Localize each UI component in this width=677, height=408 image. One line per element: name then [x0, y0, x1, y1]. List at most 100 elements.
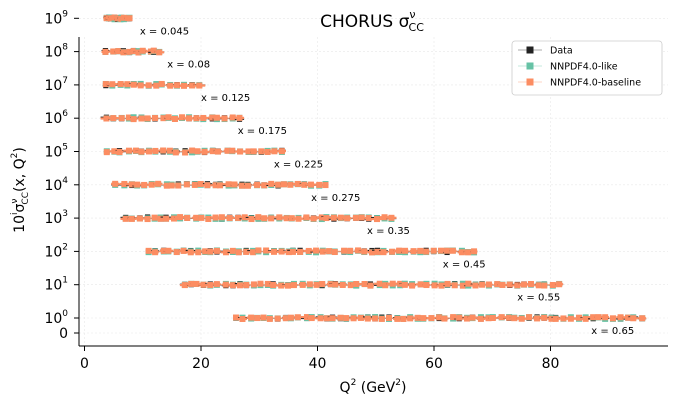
- nnpdf-baseline-point: [231, 181, 238, 188]
- nnpdf-baseline-point: [261, 182, 268, 189]
- nnpdf-baseline-point: [280, 181, 287, 188]
- nnpdf-baseline-point: [205, 215, 212, 222]
- nnpdf-baseline-point: [248, 314, 255, 321]
- nnpdf-baseline-point: [464, 315, 471, 322]
- x-bin-label: x = 0.275: [311, 193, 360, 204]
- nnpdf-baseline-point: [288, 215, 295, 222]
- nnpdf-baseline-point: [268, 215, 275, 222]
- nnpdf-baseline-point: [135, 49, 142, 56]
- nnpdf-baseline-point: [477, 315, 484, 322]
- x-bin-series: [233, 314, 647, 322]
- nnpdf-baseline-point: [306, 281, 313, 288]
- nnpdf-baseline-point: [469, 314, 476, 321]
- nnpdf-baseline-point: [145, 148, 152, 155]
- legend-label-nnpdf-baseline: NNPDF4.0-baseline: [550, 78, 641, 89]
- nnpdf-baseline-point: [303, 214, 310, 221]
- nnpdf-baseline-point: [396, 247, 403, 254]
- nnpdf-baseline-point: [630, 315, 637, 322]
- nnpdf-baseline-point: [319, 248, 326, 255]
- nnpdf-baseline-point: [297, 248, 304, 255]
- nnpdf-baseline-point: [141, 181, 148, 188]
- nnpdf-baseline-point: [181, 282, 188, 289]
- nnpdf-baseline-point: [102, 48, 109, 55]
- legend: Data NNPDF4.0-like NNPDF4.0-baseline: [511, 40, 663, 96]
- nnpdf-baseline-point: [423, 282, 430, 289]
- legend-marker-nnpdf-like: [526, 62, 534, 70]
- nnpdf-baseline-point: [110, 115, 117, 122]
- nnpdf-baseline-point: [103, 149, 110, 156]
- nnpdf-baseline-point: [181, 82, 188, 89]
- nnpdf-baseline-point: [264, 280, 271, 287]
- nnpdf-baseline-point: [625, 314, 632, 321]
- nnpdf-baseline-point: [230, 282, 237, 289]
- nnpdf-baseline-point: [200, 114, 207, 121]
- nnpdf-baseline-point: [444, 247, 451, 254]
- nnpdf-baseline-point: [207, 282, 214, 289]
- x-bin-series: [103, 14, 133, 23]
- nnpdf-baseline-point: [111, 148, 118, 155]
- legend-marker-data: [526, 46, 534, 54]
- nnpdf-baseline-point: [255, 214, 262, 221]
- nnpdf-baseline-point: [271, 148, 278, 155]
- nnpdf-baseline-point: [518, 315, 525, 322]
- nnpdf-baseline-point: [528, 281, 535, 288]
- nnpdf-baseline-point: [270, 282, 277, 289]
- x-bin-series: [179, 280, 564, 289]
- nnpdf-baseline-point: [225, 181, 232, 188]
- nnpdf-baseline-point: [332, 281, 339, 288]
- nnpdf-baseline-point: [201, 148, 208, 155]
- nnpdf-baseline-point: [250, 148, 257, 155]
- nnpdf-baseline-point: [158, 80, 165, 87]
- nnpdf-baseline-point: [120, 49, 127, 56]
- y-tick-label: 105: [44, 143, 68, 161]
- nnpdf-baseline-point: [459, 282, 466, 289]
- nnpdf-baseline-point: [541, 282, 548, 289]
- nnpdf-baseline-point: [236, 114, 243, 121]
- nnpdf-baseline-point: [254, 315, 261, 322]
- x-bin-label: x = 0.175: [238, 126, 287, 137]
- nnpdf-baseline-point: [120, 14, 127, 21]
- x-bin-series: [100, 114, 245, 123]
- legend-item-data: Data: [518, 46, 573, 57]
- x-bin-label: x = 0.225: [274, 160, 323, 171]
- nnpdf-baseline-point: [241, 214, 248, 221]
- nnpdf-baseline-point: [117, 81, 124, 88]
- nnpdf-baseline-point: [221, 115, 228, 122]
- nnpdf-baseline-point: [207, 248, 214, 255]
- nnpdf-baseline-point: [264, 148, 271, 155]
- nnpdf-baseline-point: [121, 180, 128, 187]
- nnpdf-baseline-point: [299, 281, 306, 288]
- nnpdf-baseline-point: [175, 182, 182, 189]
- nnpdf-baseline-point: [173, 249, 180, 256]
- nnpdf-baseline-point: [229, 114, 236, 121]
- x-bin-series: [111, 180, 329, 189]
- nnpdf-baseline-point: [394, 315, 401, 322]
- nnpdf-baseline-point: [329, 315, 336, 322]
- nnpdf-baseline-point: [235, 214, 242, 221]
- nnpdf-baseline-point: [134, 181, 141, 188]
- nnpdf-baseline-point: [451, 282, 458, 289]
- nnpdf-baseline-point: [258, 148, 265, 155]
- nnpdf-baseline-point: [212, 214, 219, 221]
- nnpdf-baseline-point: [423, 248, 430, 255]
- nnpdf-baseline-point: [193, 280, 200, 287]
- grid: [79, 17, 668, 346]
- nnpdf-baseline-point: [595, 314, 602, 321]
- nnpdf-baseline-point: [282, 315, 289, 322]
- nnpdf-baseline-point: [560, 315, 567, 322]
- nnpdf-baseline-point: [382, 282, 389, 289]
- nnpdf-baseline-point: [471, 248, 478, 255]
- legend-box: [511, 40, 663, 96]
- nnpdf-baseline-point: [124, 81, 131, 88]
- nnpdf-baseline-point: [155, 180, 162, 187]
- nnpdf-baseline-point: [202, 248, 209, 255]
- x-tick-label: 20: [192, 356, 210, 372]
- nnpdf-baseline-point: [212, 182, 219, 189]
- nnpdf-baseline-point: [160, 147, 167, 154]
- nnpdf-baseline-point: [444, 280, 451, 287]
- nnpdf-baseline-point: [389, 248, 396, 255]
- nnpdf-baseline-point: [548, 315, 555, 322]
- nnpdf-baseline-point: [125, 114, 132, 121]
- nnpdf-baseline-point: [352, 214, 359, 221]
